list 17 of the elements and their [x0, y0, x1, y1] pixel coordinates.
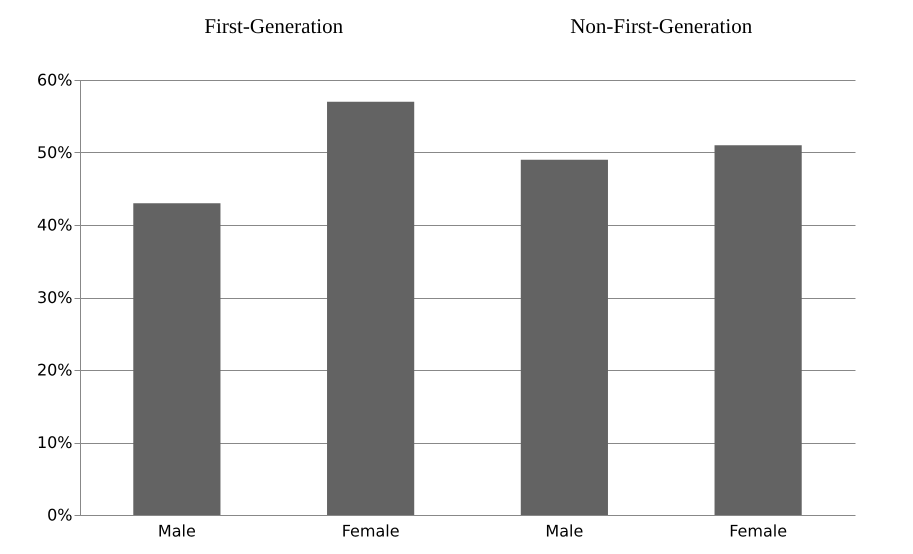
y-tick-label: 20%	[36, 360, 72, 380]
x-tick-label: Male	[545, 522, 584, 540]
bar	[714, 145, 802, 515]
y-tick-label: 40%	[36, 216, 72, 234]
y-tick-label: 10%	[36, 433, 72, 452]
y-tick-label: 50%	[36, 143, 72, 162]
bar	[133, 203, 220, 515]
y-tick-label: 30%	[36, 288, 72, 307]
x-tick-label: Female	[729, 522, 788, 540]
x-tick-label: Male	[158, 522, 196, 540]
text: Non-First-Generation	[569, 14, 754, 39]
text: First-Generation	[203, 14, 344, 39]
y-tick-label: 60%	[36, 70, 72, 90]
bar	[327, 102, 414, 515]
y-tick-label: 0%	[47, 506, 72, 524]
bar	[520, 160, 608, 515]
x-tick-label: Female	[342, 522, 400, 540]
